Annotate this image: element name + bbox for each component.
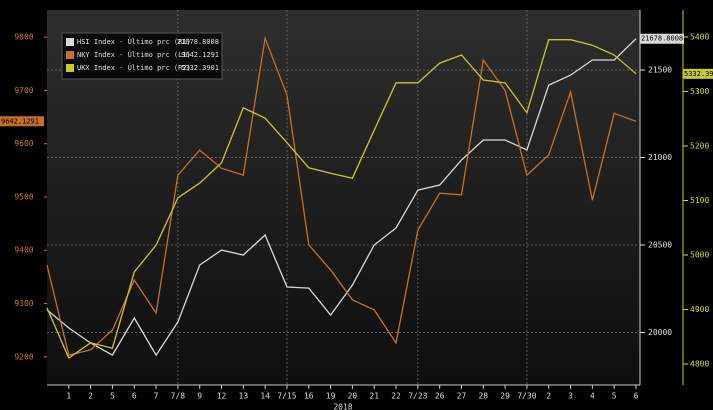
x-tick-label: 1	[66, 392, 71, 401]
value-box-label: 9642.1291	[1, 117, 39, 125]
legend-swatch	[66, 38, 74, 46]
y-tick-label: 9300	[14, 299, 33, 308]
x-tick-label: 6	[132, 392, 137, 401]
legend-label: NKY Index - Último prc (L1)	[77, 50, 191, 59]
series-line	[46, 38, 637, 357]
legend-swatch	[66, 64, 74, 72]
x-tick-label: 19	[326, 392, 336, 401]
x-tick-label: 26	[435, 392, 445, 401]
legend-label: HSI Index - Último prc (R1)	[77, 37, 191, 46]
x-tick-label: 2	[546, 392, 551, 401]
x-tick-label: 4	[590, 392, 595, 401]
y3-tick-label: 4900	[690, 305, 709, 314]
legend-label: UKX Index - Último prc (R2)	[77, 63, 191, 72]
x-tick-label: 5	[110, 392, 115, 401]
x-tick-label: 21	[369, 392, 379, 401]
value-box	[640, 33, 684, 44]
y-tick-label: 9600	[14, 139, 33, 148]
x-tick-label: 3	[568, 392, 573, 401]
y3-tick-label: 5000	[690, 251, 709, 260]
legend-value: 5332.3901	[181, 64, 219, 72]
x-tick-label: 9	[197, 392, 202, 401]
x-tick-label: 7/15	[277, 392, 296, 401]
x-axis-label: 2018	[333, 403, 352, 410]
series-line	[46, 39, 637, 359]
x-tick-label: 14	[260, 392, 270, 401]
x-tick-label: 6	[634, 392, 639, 401]
y2-tick-label: 20000	[648, 328, 672, 337]
x-tick-label: 7/8	[171, 392, 186, 401]
legend-swatch	[66, 51, 74, 59]
x-tick-label: 22	[391, 392, 401, 401]
y2-tick-label: 20500	[648, 241, 672, 250]
y-tick-label: 9500	[14, 192, 33, 201]
series-line	[46, 35, 637, 356]
x-tick-label: 16	[304, 392, 314, 401]
x-tick-label: 13	[239, 392, 249, 401]
x-tick-label: 7/23	[408, 392, 427, 401]
x-tick-label: 12	[217, 392, 227, 401]
legend	[61, 32, 223, 80]
x-tick-label: 7	[154, 392, 159, 401]
y-tick-label: 9200	[14, 352, 33, 361]
x-tick-label: 5	[612, 392, 617, 401]
y-tick-label: 9700	[14, 86, 33, 95]
legend-value: 9642.1291	[181, 51, 219, 59]
value-box	[683, 68, 713, 79]
legend-value: 21678.8008	[177, 38, 219, 46]
value-box-label: 5332.39	[684, 70, 713, 78]
x-tick-label: 29	[500, 392, 510, 401]
y3-tick-label: 5200	[690, 141, 709, 150]
value-box	[0, 116, 44, 127]
y2-tick-label: 21500	[648, 66, 672, 75]
x-tick-label: 2	[88, 392, 93, 401]
y2-tick-label: 21000	[648, 153, 672, 162]
value-box-label: 21678.8008	[641, 35, 683, 43]
x-tick-label: 27	[457, 392, 467, 401]
y-tick-label: 9400	[14, 246, 33, 255]
x-tick-label: 28	[478, 392, 488, 401]
x-tick-label: 20	[348, 392, 358, 401]
y-tick-label: 9800	[14, 33, 33, 42]
y3-tick-label: 5400	[690, 32, 709, 41]
y3-tick-label: 4800	[690, 360, 709, 369]
x-tick-label: 7/30	[517, 392, 536, 401]
y3-tick-label: 5300	[690, 87, 709, 96]
y3-tick-label: 5100	[690, 196, 709, 205]
